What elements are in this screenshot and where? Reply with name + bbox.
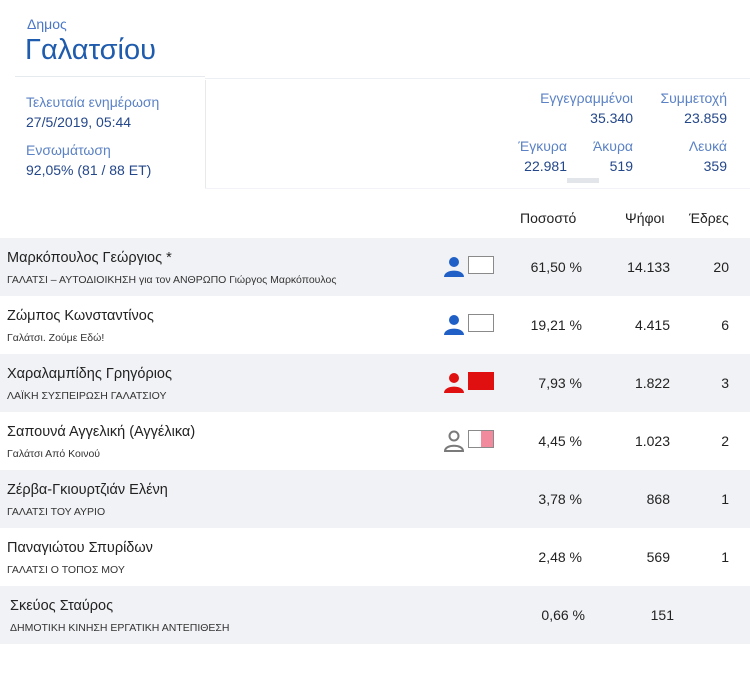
candidate-name: Μαρκόπουλος Γεώργιος *: [7, 250, 172, 266]
percent-value: 7,93 %: [538, 375, 582, 391]
percent-column-header: Ποσοστό: [520, 210, 577, 226]
percent-value: 0,66 %: [541, 607, 585, 623]
valid-label: Έγκυρα: [518, 138, 567, 154]
party-name: ΛΑΪΚΗ ΣΥΣΠΕΙΡΩΣΗ ΓΑΛΑΤΣΙΟΥ: [7, 390, 167, 402]
votes-value: 14.133: [627, 259, 670, 275]
votes-value: 1.023: [634, 433, 670, 449]
party-color-swatch: [468, 372, 494, 390]
votes-value: 868: [646, 491, 670, 507]
integration-label: Ενσωμάτωση: [26, 142, 111, 158]
person-icon: [444, 373, 464, 393]
percent-value: 3,78 %: [538, 491, 582, 507]
last-update-label: Τελευταία ενημέρωση: [26, 94, 160, 110]
party-color-swatch: [468, 430, 494, 448]
divider: [205, 80, 206, 188]
votes-value: 151: [650, 607, 674, 623]
party-name: Γαλάτσι Από Κοινού: [7, 448, 101, 460]
blank-label: Λευκά: [688, 138, 727, 154]
table-row[interactable]: Ζώμπος Κωνσταντίνος Γαλάτσι. Ζούμε Εδώ! 19…: [0, 296, 750, 354]
table-row[interactable]: Σαπουνά Αγγελική (Αγγέλικα) Γαλάτσι Από Κ…: [0, 412, 750, 470]
candidate-name: Παναγιώτου Σπυρίδων: [7, 540, 153, 556]
person-icon: [444, 257, 464, 277]
table-row[interactable]: Παναγιώτου Σπυρίδων ΓΑΛΑΤΣΙ Ο ΤΟΠΟΣ ΜΟΥ 2,…: [0, 528, 750, 586]
party-name: ΓΑΛΑΤΣΙ ΤΟΥ ΑΥΡΙΟ: [7, 506, 106, 518]
seats-value: 2: [721, 433, 729, 449]
party-color-swatch: [468, 256, 494, 274]
candidate-name: Ζέρβα-Γκιουρτζιάν Ελένη: [7, 482, 168, 498]
votes-value: 569: [646, 549, 670, 565]
candidate-name: Σαπουνά Αγγελική (Αγγέλικα): [7, 424, 196, 440]
scroll-indicator: [567, 178, 599, 183]
seats-value: 1: [721, 549, 729, 565]
seats-value: 1: [721, 491, 729, 507]
municipality-name: Γαλατσίου: [25, 34, 156, 66]
seats-value: 20: [713, 259, 729, 275]
integration-value: 92,05% (81 / 88 ΕΤ): [26, 162, 152, 178]
invalid-value: 519: [609, 158, 633, 174]
table-row[interactable]: Χαραλαμπίδης Γρηγόριος ΛΑΪΚΗ ΣΥΣΠΕΙΡΩΣΗ Γ…: [0, 354, 750, 412]
divider: [15, 76, 205, 77]
seats-column-header: Έδρες: [689, 210, 729, 226]
invalid-label: Άκυρα: [592, 138, 633, 154]
percent-value: 2,48 %: [538, 549, 582, 565]
candidate-name: Ζώμπος Κωνσταντίνος: [7, 308, 154, 324]
registered-value: 35.340: [590, 110, 633, 126]
divider: [205, 188, 750, 189]
person-icon: [444, 315, 464, 335]
seats-value: 3: [721, 375, 729, 391]
table-row[interactable]: Μαρκόπουλος Γεώργιος * ΓΑΛΑΤΣΙ – ΑΥΤΟΔΙΟΙ…: [0, 238, 750, 296]
percent-value: 19,21 %: [530, 317, 582, 333]
candidate-name: Σκεύος Σταύρος: [10, 598, 114, 614]
votes-value: 4.415: [634, 317, 670, 333]
party-name: ΓΑΛΑΤΣΙ Ο ΤΟΠΟΣ ΜΟΥ: [7, 564, 125, 576]
candidate-name: Χαραλαμπίδης Γρηγόριος: [7, 366, 172, 382]
divider: [205, 78, 750, 79]
party-color-swatch: [468, 314, 494, 332]
party-name: ΔΗΜΟΤΙΚΗ ΚΙΝΗΣΗ ΕΡΓΑΤΙΚΗ ΑΝΤΕΠΙΘΕΣΗ: [10, 622, 230, 634]
person-icon: [443, 430, 465, 452]
municipality-label: Δημος: [27, 16, 67, 32]
votes-value: 1.822: [634, 375, 670, 391]
registered-label: Εγγεγραμμένοι: [540, 90, 633, 106]
table-row[interactable]: Σκεύος Σταύρος ΔΗΜΟΤΙΚΗ ΚΙΝΗΣΗ ΕΡΓΑΤΙΚΗ Α…: [0, 586, 750, 644]
percent-value: 61,50 %: [530, 259, 582, 275]
table-row[interactable]: Ζέρβα-Γκιουρτζιάν Ελένη ΓΑΛΑΤΣΙ ΤΟΥ ΑΥΡΙΟ…: [0, 470, 750, 528]
turnout-label: Συμμετοχή: [660, 90, 727, 106]
seats-value: 6: [721, 317, 729, 333]
party-name: Γαλάτσι. Ζούμε Εδώ!: [7, 332, 105, 344]
blank-value: 359: [703, 158, 727, 174]
valid-value: 22.981: [524, 158, 567, 174]
votes-column-header: Ψήφοι: [625, 210, 665, 226]
turnout-value: 23.859: [684, 110, 727, 126]
percent-value: 4,45 %: [538, 433, 582, 449]
last-update-value: 27/5/2019, 05:44: [26, 114, 132, 130]
party-name: ΓΑΛΑΤΣΙ – ΑΥΤΟΔΙΟΙΚΗΣΗ για τον ΑΝΘΡΩΠΟ Γ…: [7, 274, 337, 286]
